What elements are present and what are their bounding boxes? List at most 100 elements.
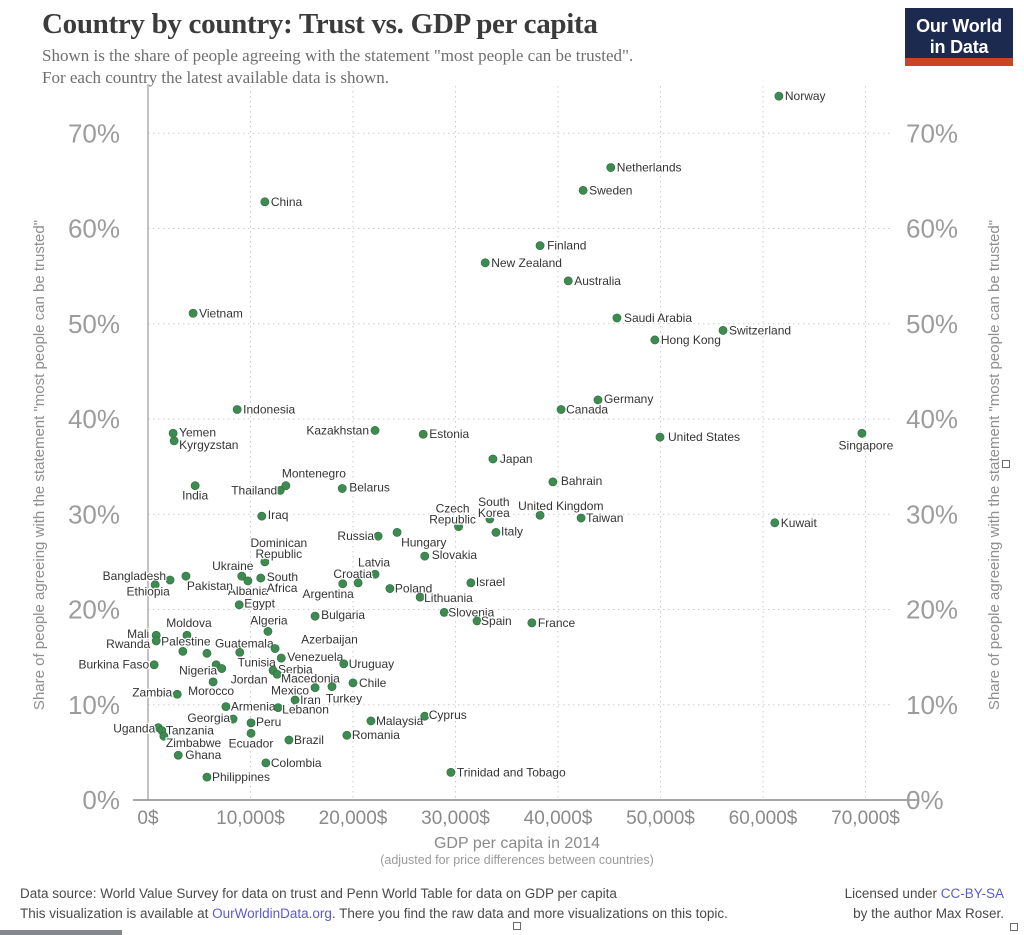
data-point-israel[interactable]: [466, 578, 476, 588]
data-point-malaysia[interactable]: [366, 716, 376, 726]
data-point-new-zealand[interactable]: [480, 258, 490, 268]
data-point-georgia[interactable]: [228, 714, 238, 724]
y-tick-label-left: 50%: [68, 309, 120, 339]
data-point-singapore[interactable]: [857, 428, 867, 438]
x-tick-label: 60,000$: [729, 808, 798, 829]
data-point-taiwan[interactable]: [576, 513, 586, 523]
data-point-mexico[interactable]: [310, 683, 320, 693]
data-point-yemen[interactable]: [168, 428, 178, 438]
data-point-thailand[interactable]: [275, 486, 285, 495]
data-point-china[interactable]: [260, 197, 270, 207]
data-point-bahrain[interactable]: [548, 477, 558, 487]
data-point-pakistan[interactable]: [181, 571, 191, 581]
data-point-russia[interactable]: [373, 531, 383, 541]
data-point-palestine[interactable]: [178, 647, 188, 656]
data-point-latvia[interactable]: [370, 569, 380, 579]
data-point-dominican-republic[interactable]: [260, 557, 270, 567]
data-point-albania[interactable]: [243, 576, 253, 586]
country-label: China: [271, 195, 303, 209]
data-point-iran[interactable]: [290, 695, 300, 705]
data-point-uruguay[interactable]: [339, 659, 349, 669]
data-point-montenegro[interactable]: [281, 481, 291, 491]
data-point-south-africa[interactable]: [256, 573, 266, 583]
data-point-kuwait[interactable]: [770, 518, 780, 528]
data-point-netherlands[interactable]: [606, 163, 616, 172]
data-point-azerbaijan[interactable]: [270, 644, 280, 653]
country-label: Slovenia: [448, 605, 494, 619]
data-point-zimbabwe[interactable]: [159, 731, 169, 741]
data-point-lithuania[interactable]: [415, 592, 425, 602]
data-point-saudi-arabia[interactable]: [612, 313, 622, 323]
data-point-hungary[interactable]: [392, 527, 402, 537]
data-point-spain[interactable]: [472, 616, 482, 626]
country-label: Colombia: [271, 756, 322, 770]
data-point-canada[interactable]: [556, 405, 566, 414]
data-point-australia[interactable]: [563, 276, 573, 286]
data-point-jordan[interactable]: [217, 664, 227, 673]
data-point-estonia[interactable]: [418, 429, 428, 439]
data-point-indonesia[interactable]: [232, 405, 242, 414]
data-point-finland[interactable]: [535, 241, 545, 251]
data-point-poland[interactable]: [385, 584, 395, 593]
owid-site-link[interactable]: OurWorldinData.org: [212, 905, 332, 921]
data-point-turkey[interactable]: [327, 682, 337, 692]
data-point-croatia[interactable]: [338, 579, 348, 589]
data-point-united-states[interactable]: [655, 432, 665, 442]
data-point-lebanon[interactable]: [273, 703, 283, 713]
data-point-japan[interactable]: [488, 454, 498, 464]
selection-handle-right[interactable]: [1002, 460, 1010, 468]
data-point-philippines[interactable]: [202, 772, 212, 782]
data-point-morocco[interactable]: [208, 677, 218, 687]
data-point-bangladesh[interactable]: [165, 575, 175, 585]
country-label: Chile: [359, 676, 387, 690]
data-point-burkina-faso[interactable]: [149, 660, 159, 670]
data-point-iraq[interactable]: [257, 511, 267, 521]
data-point-slovenia[interactable]: [439, 607, 449, 617]
data-point-vietnam[interactable]: [188, 308, 198, 318]
data-point-slovakia[interactable]: [420, 551, 430, 561]
data-point-trinidad-and-tobago[interactable]: [446, 767, 456, 777]
license-link[interactable]: CC-BY-SA: [940, 886, 1004, 901]
data-point-italy[interactable]: [491, 527, 501, 537]
data-point-tunisia[interactable]: [235, 647, 245, 657]
data-point-hong-kong[interactable]: [650, 335, 660, 345]
data-point-armenia[interactable]: [221, 702, 231, 712]
data-point-sweden[interactable]: [578, 185, 588, 195]
data-point-moldova[interactable]: [182, 630, 192, 640]
data-point-india[interactable]: [190, 481, 200, 491]
data-point-south-korea[interactable]: [485, 514, 495, 524]
data-point-germany[interactable]: [593, 395, 603, 405]
data-point-argentina[interactable]: [353, 578, 363, 588]
data-point-france[interactable]: [527, 618, 537, 628]
data-point-rwanda[interactable]: [151, 636, 161, 646]
selection-handle-bottom-right[interactable]: [1010, 923, 1018, 931]
data-point-romania[interactable]: [342, 730, 352, 740]
data-point-egypt[interactable]: [234, 600, 244, 610]
data-point-ethiopia[interactable]: [150, 580, 160, 590]
data-point-kazakhstan[interactable]: [370, 426, 380, 435]
data-point-guatemala[interactable]: [202, 648, 212, 658]
data-point-ecuador[interactable]: [246, 728, 256, 738]
data-point-switzerland[interactable]: [718, 326, 728, 335]
country-label: Venezuela: [287, 650, 343, 664]
data-point-belarus[interactable]: [337, 484, 347, 493]
data-point-united-kingdom[interactable]: [535, 510, 545, 520]
owid-logo[interactable]: Our World in Data: [905, 8, 1013, 66]
data-point-ghana[interactable]: [173, 750, 183, 760]
data-point-czech-republic[interactable]: [454, 522, 463, 532]
data-point-algeria[interactable]: [263, 627, 273, 636]
data-point-venezuela[interactable]: [276, 653, 286, 663]
selection-handle-bottom[interactable]: [513, 922, 521, 930]
data-point-colombia[interactable]: [261, 758, 271, 768]
data-point-zambia[interactable]: [172, 689, 182, 699]
data-point-cyprus[interactable]: [420, 711, 430, 721]
data-point-peru[interactable]: [246, 718, 256, 728]
data-point-norway[interactable]: [774, 91, 784, 101]
data-point-bulgaria[interactable]: [310, 611, 320, 621]
data-point-chile[interactable]: [348, 678, 358, 688]
data-point-macedonia[interactable]: [272, 669, 282, 679]
data-point-brazil[interactable]: [284, 735, 294, 745]
data-point-ukraine[interactable]: [237, 571, 247, 581]
x-tick-label: 70,000$: [831, 808, 900, 829]
data-point-kyrgyzstan[interactable]: [169, 436, 179, 446]
